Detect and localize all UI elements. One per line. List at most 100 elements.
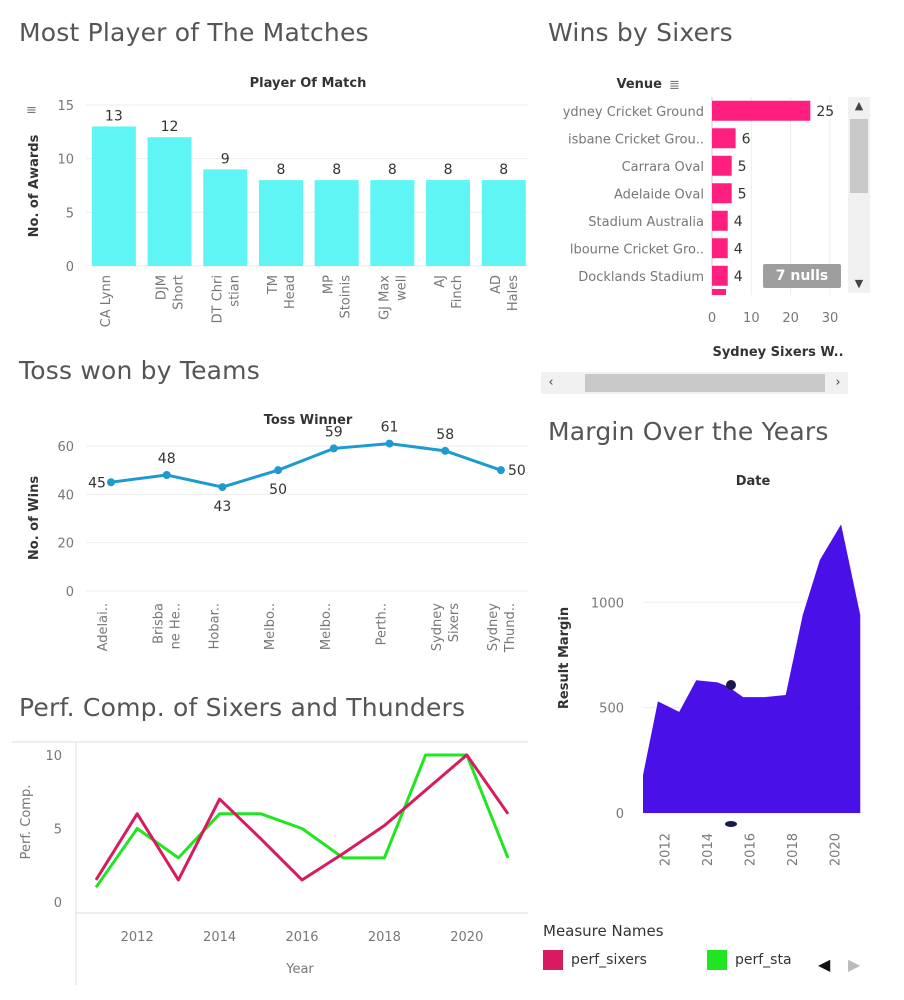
wins-panel-title: Wins by Sixers	[548, 18, 733, 47]
nulls-indicator[interactable]: 7 nulls	[763, 264, 841, 288]
toss-point	[385, 439, 394, 448]
wins-bar-partial	[712, 289, 726, 295]
wins-x-tick: 0	[708, 311, 716, 326]
wins-x-tick: 30	[822, 311, 839, 326]
scroll-down-arrow-icon[interactable]: ▼	[854, 277, 864, 290]
venue-horizontal-scrollbar[interactable]: ‹ ›	[541, 372, 848, 394]
margin-y-axis-label: Result Margin	[557, 607, 572, 709]
pom-data-label: 8	[444, 162, 453, 178]
wins-bar	[712, 100, 811, 121]
pom-x-tick: Stoinis	[339, 275, 354, 319]
perf-y-tick: 10	[45, 749, 62, 764]
toss-x-tick: ne He..	[169, 603, 184, 649]
margin-marker	[726, 680, 736, 690]
pom-data-label: 8	[388, 162, 397, 178]
margin-x-tick: 2020	[829, 833, 844, 866]
toss-y-axis-label: No. of Wins	[27, 476, 42, 560]
perf-panel-title: Perf. Comp. of Sixers and Thunders	[19, 693, 466, 722]
pom-bar	[258, 180, 303, 266]
scroll-left-arrow-icon[interactable]: ‹	[548, 375, 554, 390]
toss-y-tick: 60	[57, 440, 74, 455]
toss-x-tick: Hobar..	[207, 603, 222, 649]
pom-x-tick: DJM	[155, 275, 170, 300]
toss-data-label: 45	[88, 475, 106, 491]
scroll-right-arrow-icon[interactable]: ›	[835, 375, 841, 390]
pom-bar	[481, 180, 526, 266]
margin-x-tick: 2018	[786, 833, 801, 866]
wins-bar	[712, 183, 732, 204]
venue-label: lbourne Cricket Gro..	[570, 242, 704, 257]
wins-data-label: 4	[734, 269, 743, 285]
toss-x-tick: Melbo..	[319, 603, 334, 650]
legend-item-perf-sta[interactable]: perf_sta	[707, 950, 792, 970]
legend-swatch-sixers	[543, 950, 563, 970]
toss-line	[110, 442, 502, 489]
pom-x-tick: DT Chri	[210, 275, 225, 323]
toss-point	[107, 478, 115, 487]
venue-label: isbane Cricket Grou..	[568, 132, 704, 147]
toss-point	[274, 466, 283, 475]
pom-x-tick: stian	[227, 275, 242, 307]
venue-label: Adelaide Oval	[614, 187, 704, 202]
pom-bar	[203, 169, 248, 266]
perf-y-axis-label: Perf. Comp.	[19, 785, 34, 860]
wins-x-tick: 10	[743, 311, 760, 326]
venue-vertical-scrollbar[interactable]: ▲ ▼	[848, 97, 870, 293]
toss-data-label: 48	[158, 451, 176, 467]
legend-title: Measure Names	[543, 922, 664, 940]
pom-x-tick: well	[394, 275, 409, 301]
vertical-scroll-thumb[interactable]	[850, 119, 868, 193]
pom-chart-title: Player Of Match	[250, 76, 367, 91]
pom-y-tick: 10	[57, 153, 74, 168]
pom-x-tick: AJ	[433, 275, 448, 288]
toss-data-label: 43	[213, 499, 231, 515]
perf-series-line-perf_sta	[94, 753, 510, 889]
scroll-up-arrow-icon[interactable]: ▲	[854, 99, 864, 112]
margin-y-tick: 0	[616, 807, 624, 822]
wins-bar	[712, 265, 728, 286]
margin-x-tick: 2012	[658, 833, 673, 866]
venue-axis-label: Venue	[617, 77, 663, 92]
pom-x-tick: CA Lynn	[99, 275, 114, 327]
wins-data-label: 5	[738, 186, 747, 202]
toss-data-label: 61	[381, 420, 399, 436]
pom-data-label: 12	[161, 119, 179, 135]
wins-data-label: 5	[738, 159, 747, 175]
toss-point	[496, 466, 505, 475]
toss-x-tick: Sixers	[447, 603, 462, 643]
perf-x-tick: 2020	[450, 930, 483, 945]
legend-next-icon[interactable]: ▶	[848, 955, 861, 974]
margin-y-tick: 1000	[591, 596, 624, 611]
wins-data-label: 6	[742, 131, 751, 147]
legend-item-perf-sixers[interactable]: perf_sixers	[543, 950, 647, 970]
wins-bar	[712, 155, 732, 176]
pom-data-label: 8	[332, 162, 341, 178]
pom-x-tick: Hales	[506, 275, 521, 311]
margin-y-tick: 500	[599, 702, 624, 717]
toss-data-label: 58	[436, 427, 454, 443]
legend-prev-icon[interactable]: ◀	[818, 955, 831, 974]
perf-x-axis-label: Year	[285, 962, 314, 977]
wins-data-label: 4	[734, 214, 743, 230]
pom-x-tick: TM	[266, 275, 281, 295]
margin-panel-title: Margin Over the Years	[548, 417, 829, 446]
pom-data-label: 8	[276, 162, 285, 178]
pom-bar	[426, 180, 471, 266]
perf-x-tick: 2014	[203, 930, 236, 945]
toss-x-tick: Thund..	[503, 603, 518, 653]
venue-sort-icon: ≣	[669, 78, 680, 93]
toss-chart-title: Toss Winner	[264, 413, 353, 428]
horizontal-scroll-thumb[interactable]	[585, 374, 825, 392]
toss-point	[329, 444, 338, 453]
venue-label: Stadium Australia	[588, 215, 704, 230]
toss-x-tick: Sydney	[486, 603, 501, 651]
pom-data-label: 8	[499, 162, 508, 178]
wins-x-tick: 20	[782, 311, 799, 326]
venue-label: Docklands Stadium	[578, 270, 704, 285]
legend-swatch-sta	[707, 950, 727, 970]
pom-x-tick: GJ Max	[377, 275, 392, 320]
pom-bar	[147, 137, 192, 266]
margin-area	[643, 524, 861, 813]
pom-x-tick: MP	[322, 275, 337, 294]
